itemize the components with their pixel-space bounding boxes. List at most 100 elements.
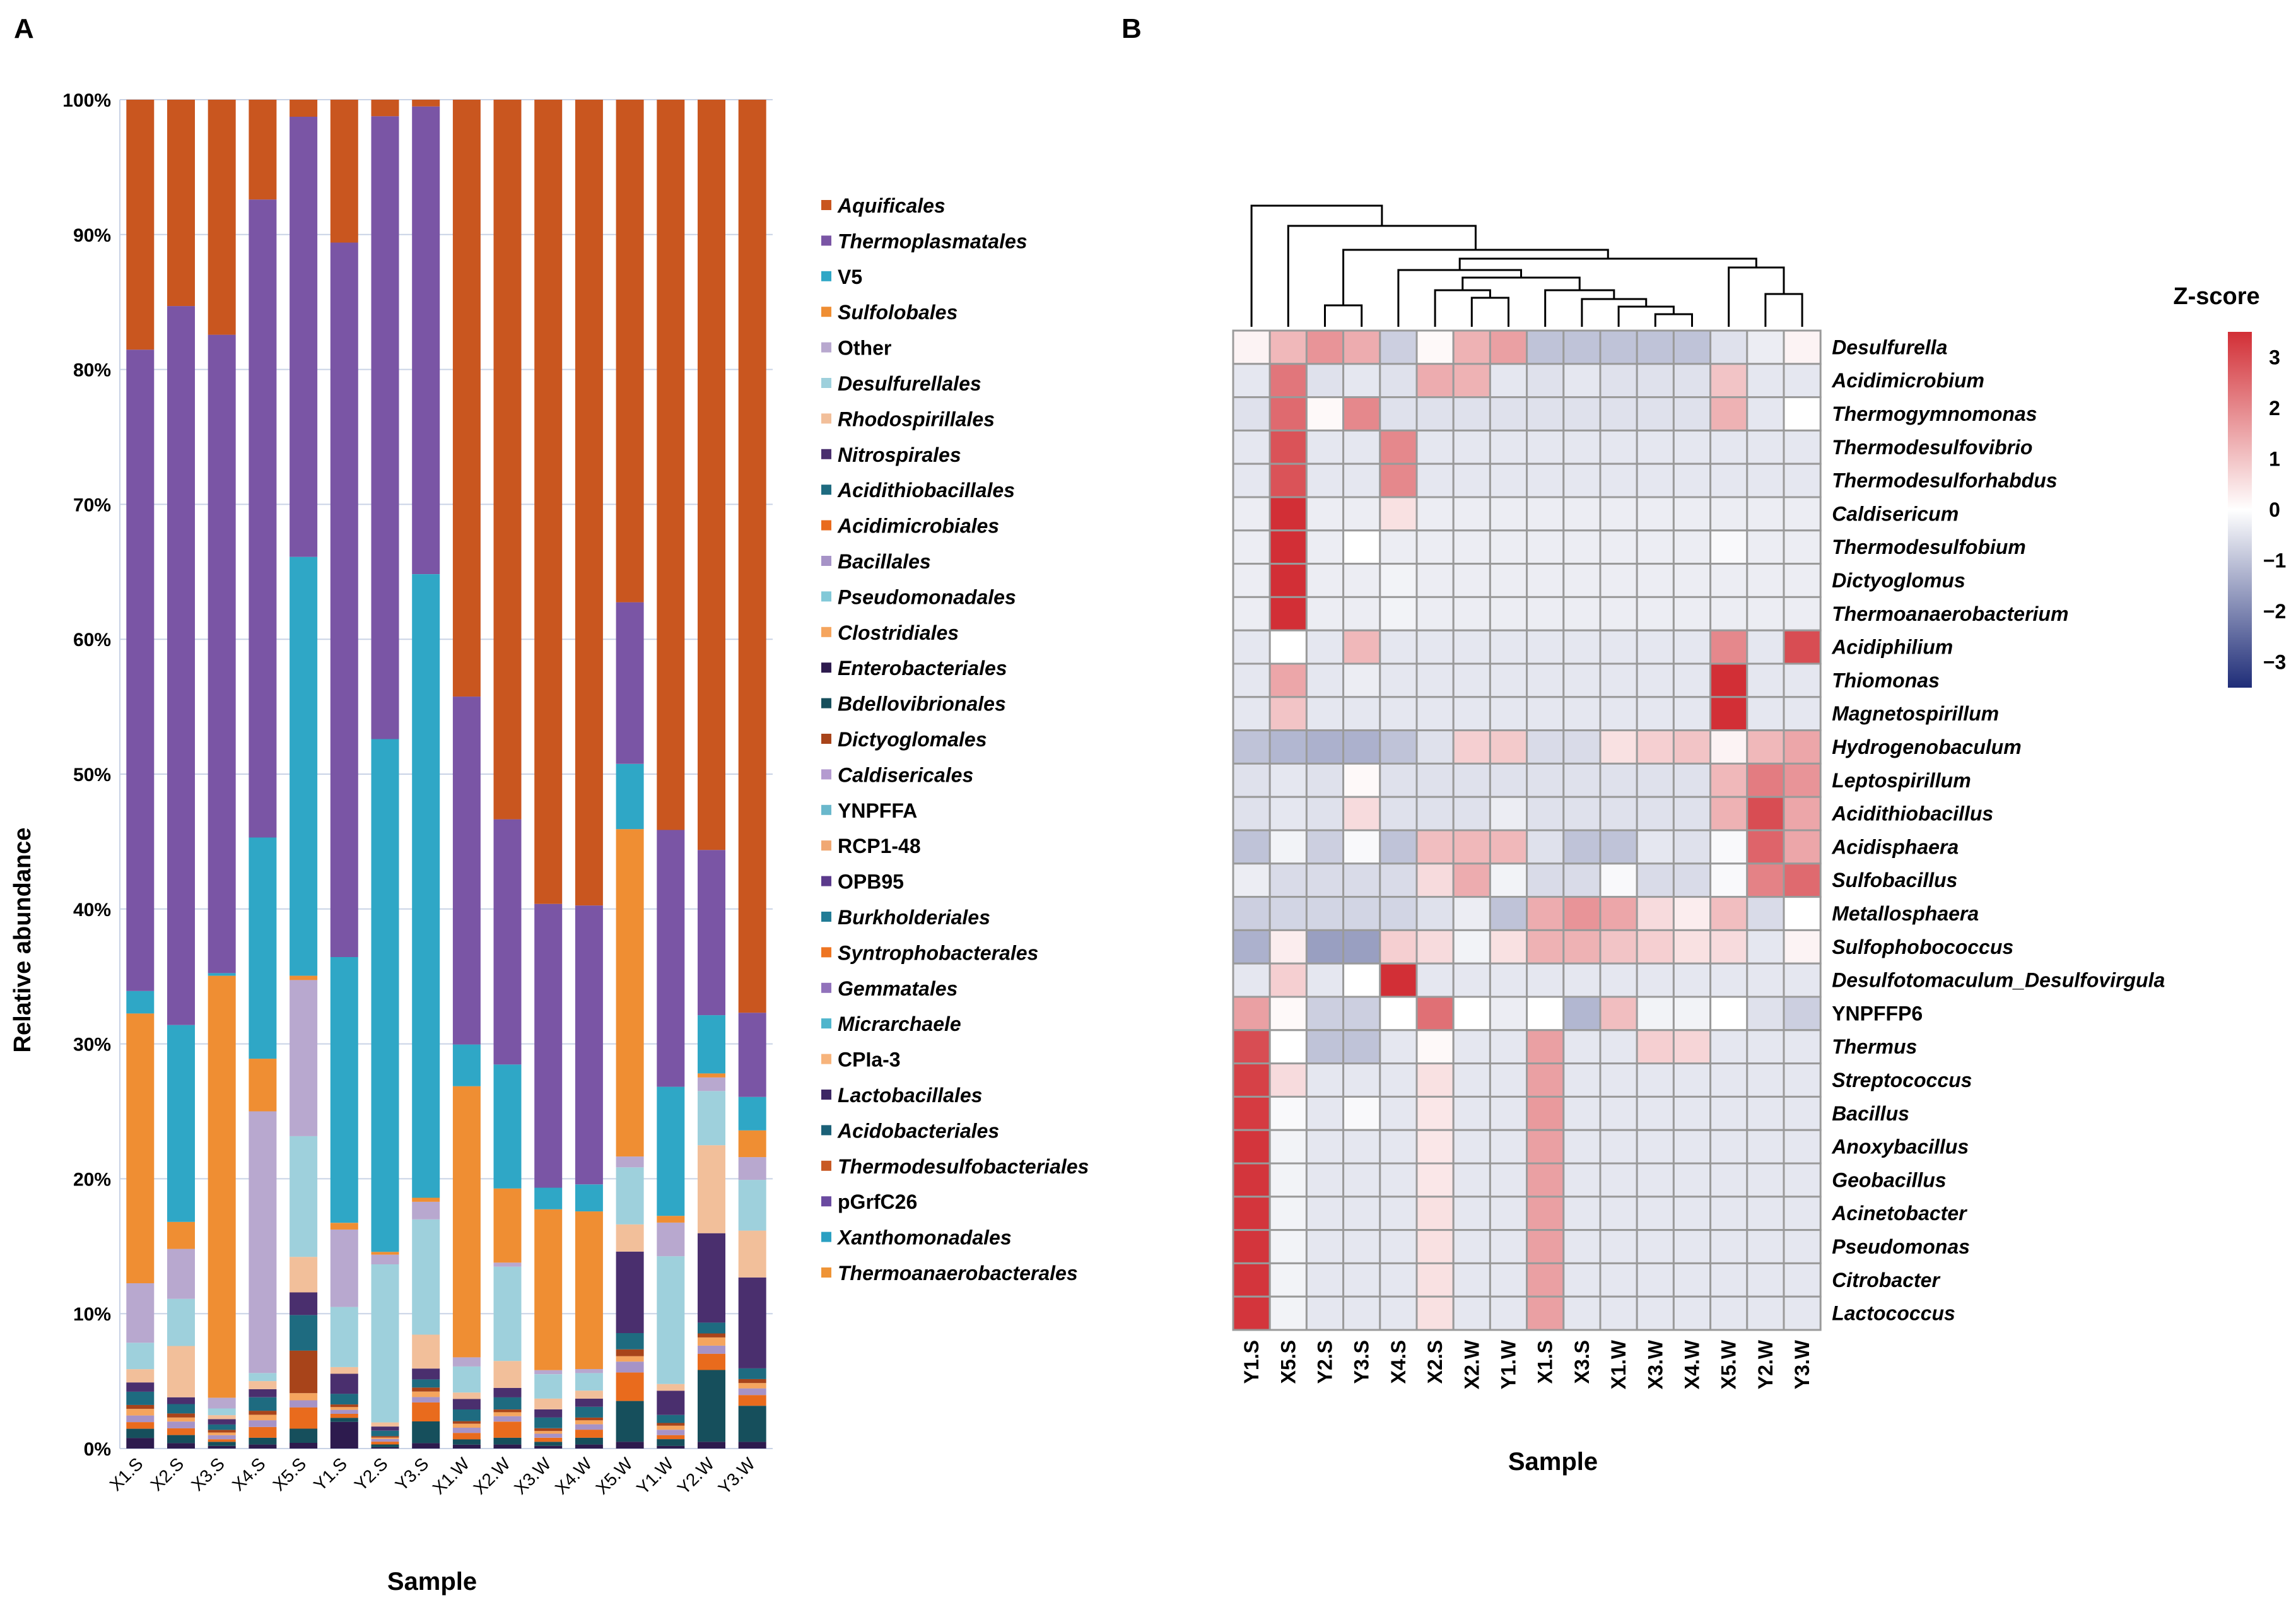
- heatmap-cell-thermogymnomonas-x2-w: [1452, 396, 1491, 432]
- heatmap-cell-acidithiobacillus-x3-s: [1562, 796, 1602, 832]
- heatmap-cell-thiomonas-x3-s: [1562, 662, 1602, 698]
- heatmap-cell-desulfotomaculum-desulfovirgula-x2-s: [1415, 962, 1455, 998]
- heatmap-cell-pseudomonas-y2-w: [1746, 1229, 1785, 1264]
- heatmap-cell-thermogymnomonas-x5-w: [1709, 396, 1748, 432]
- heatmap-cell-acidithiobacillus-x4-w: [1672, 796, 1712, 832]
- bar-segment-y1-s-bacillales: [330, 1409, 358, 1414]
- bar-segment-y1-w-bacillales: [657, 1430, 685, 1435]
- heatmap-cell-desulfotomaculum-desulfovirgula-y1-w: [1489, 962, 1528, 998]
- bar-segment-x3-w-enterobacteriales: [534, 1445, 563, 1449]
- heatmap-cell-dictyoglomus-x1-w: [1599, 563, 1638, 598]
- bar-segment-x5-w-acidithiobacillales: [616, 1333, 644, 1349]
- bar-segment-x4-w-desulfurellales: [575, 1373, 603, 1391]
- heatmap-cell-thermodesulforhabdus-x1-s: [1526, 462, 1565, 498]
- heatmap-cell-thermodesulforhabdus-x3-s: [1562, 462, 1602, 498]
- heatmap-cell-sulfophobococcus-x2-s: [1415, 929, 1455, 965]
- legend-swatch: [821, 307, 831, 317]
- bar-segment-x2-s-acidimicrobiales: [167, 1428, 195, 1435]
- legend-swatch: [821, 840, 831, 851]
- bar-segment-x3-w-rhodospirillales: [534, 1398, 563, 1409]
- heatmap-cell-geobacillus-y2-w: [1746, 1162, 1785, 1198]
- heatmap-cell-caldisericum-x2-s: [1415, 496, 1455, 532]
- bar-segment-x1-w-other: [452, 1357, 481, 1367]
- heatmap-cell-desulfotomaculum-desulfovirgula-y3-s: [1342, 962, 1381, 998]
- legend-swatch: [821, 591, 831, 602]
- bar-segment-y3-w-clostridiales: [738, 1383, 766, 1389]
- bar-segment-y2-s-other: [371, 1254, 399, 1264]
- heatmap-cell-metallosphaera-x3-w: [1636, 896, 1675, 931]
- heatmap-cell-lactococcus-x5-w: [1709, 1295, 1748, 1331]
- heatmap-cell-sulfophobococcus-y1-w: [1489, 929, 1528, 965]
- heatmap-cell-geobacillus-x2-s: [1415, 1162, 1455, 1198]
- heatmap-cell-acidiphilium-y3-s: [1342, 629, 1381, 665]
- heatmap-cell-thermus-x5-s: [1268, 1029, 1308, 1065]
- heatmap-cell-anoxybacillus-y1-s: [1232, 1129, 1271, 1165]
- heatmap-cell-acinetobacter-y2-w: [1746, 1196, 1785, 1232]
- heatmap-cell-pseudomonas-x3-s: [1562, 1229, 1602, 1264]
- heatmap-cell-acidiphilium-x1-s: [1526, 629, 1565, 665]
- heatmap-cell-citrobacter-x3-w: [1636, 1262, 1675, 1298]
- bar-segment-x1-w-aquificales: [452, 100, 481, 697]
- heatmap-cell-desulfotomaculum-desulfovirgula-x5-w: [1709, 962, 1748, 998]
- heatmap-cell-ynpffp6-x4-w: [1672, 996, 1712, 1032]
- legend-label: Micrarchaele: [838, 1013, 961, 1035]
- bar-segment-y3-w-acidimicrobiales: [738, 1395, 766, 1406]
- heatmap-cell-acidisphaera-x2-w: [1452, 829, 1491, 865]
- legend-swatch: [821, 342, 831, 353]
- heatmap-chart: Desulfurella Acidimicrobium Thermogymnomon…: [1232, 204, 2286, 1476]
- bar-segment-x4-w-sulfolobales: [575, 1211, 603, 1369]
- heatmap-cell-magnetospirillum-x2-w: [1452, 696, 1491, 732]
- bar-segment-y2-s-desulfurellales: [371, 1264, 399, 1423]
- bar-segment-x4-w-acidithiobacillales: [575, 1406, 603, 1418]
- heatmap-cell-streptococcus-x4-s: [1379, 1062, 1418, 1098]
- heatmap-cell-thermogymnomonas-x4-w: [1672, 396, 1712, 432]
- y-tick-labels: 0% 10% 20% 30% 40% 50% 60% 70% 80% 90% 100%: [62, 90, 111, 1460]
- heatmap-cell-caldisericum-x5-s: [1268, 496, 1308, 532]
- heatmap-cell-thermus-x5-w: [1709, 1029, 1748, 1065]
- heatmap-cell-leptospirillum-y1-w: [1489, 762, 1528, 798]
- heatmap-cell-sulfobacillus-x5-s: [1268, 862, 1308, 898]
- bar-segment-x3-s-bacillales: [208, 1435, 236, 1440]
- bar-segment-x4-w-thermoplasmatales: [575, 905, 603, 1185]
- heatmap-cell-sulfophobococcus-x3-w: [1636, 929, 1675, 965]
- heatmap-cell-anoxybacillus-x5-w: [1709, 1129, 1748, 1165]
- bar-segment-x1-w-desulfurellales: [452, 1366, 481, 1393]
- heatmap-cell-caldisericum-x3-w: [1636, 496, 1675, 532]
- column-label: Y1.S: [1240, 1340, 1263, 1384]
- heatmap-cell-streptococcus-x4-w: [1672, 1062, 1712, 1098]
- heatmap-cell-caldisericum-x4-w: [1672, 496, 1712, 532]
- heatmap-cell-dictyoglomus-x1-s: [1526, 563, 1565, 598]
- heatmap-cell-magnetospirillum-x5-s: [1268, 696, 1308, 732]
- heatmap-cell-lactococcus-x3-s: [1562, 1295, 1602, 1331]
- x-tick-label: X5.W: [592, 1454, 637, 1498]
- bar-segment-y1-s-acidithiobacillales: [330, 1394, 358, 1405]
- heatmap-cell-acidithiobacillus-y3-w: [1783, 796, 1822, 832]
- bar-segment-y3-w-aquificales: [738, 100, 766, 1013]
- heatmap-cell-leptospirillum-y2-w: [1746, 762, 1785, 798]
- heatmap-cell-anoxybacillus-y1-w: [1489, 1129, 1528, 1165]
- bar-segment-y1-s-aquificales: [330, 100, 358, 243]
- heatmap-cell-thermogymnomonas-y3-s: [1342, 396, 1381, 432]
- heatmap-cell-thermogymnomonas-x3-s: [1562, 396, 1602, 432]
- heatmap-cell-acidimicrobium-x1-s: [1526, 363, 1565, 399]
- legend: Aquificales Thermoplasmatales V5 Sulfolobal…: [821, 194, 1089, 1285]
- legend-label: Aquificales: [837, 194, 946, 217]
- bar-segment-x3-s-bdellovibrionales: [208, 1442, 236, 1446]
- heatmap-cell-magnetospirillum-x4-w: [1672, 696, 1712, 732]
- bar-segment-y2-w-other: [698, 1077, 725, 1091]
- bar-segment-x5-s-clostridiales: [290, 1393, 318, 1401]
- x-tick-label: X2.W: [469, 1454, 514, 1498]
- heatmap-cell-desulfotomaculum-desulfovirgula-x3-s: [1562, 962, 1602, 998]
- heatmap-cell-anoxybacillus-y2-w: [1746, 1129, 1785, 1165]
- bar-segment-x2-s-sulfolobales: [167, 1221, 195, 1249]
- heatmap-cell-pseudomonas-x4-w: [1672, 1229, 1712, 1264]
- bar-segment-x3-s-enterobacteriales: [208, 1445, 236, 1449]
- heatmap-cell-leptospirillum-x4-s: [1379, 762, 1418, 798]
- heatmap-cell-streptococcus-y2-w: [1746, 1062, 1785, 1098]
- legend-swatch: [821, 769, 831, 780]
- heatmap-cell-sulfobacillus-x4-w: [1672, 862, 1712, 898]
- heatmap-cell-hydrogenobaculum-y2-w: [1746, 729, 1785, 765]
- heatmap-cell-dictyoglomus-y1-s: [1232, 563, 1271, 598]
- row-label: Thermoanaerobacterium: [1832, 603, 2068, 625]
- legend-swatch: [821, 1018, 831, 1029]
